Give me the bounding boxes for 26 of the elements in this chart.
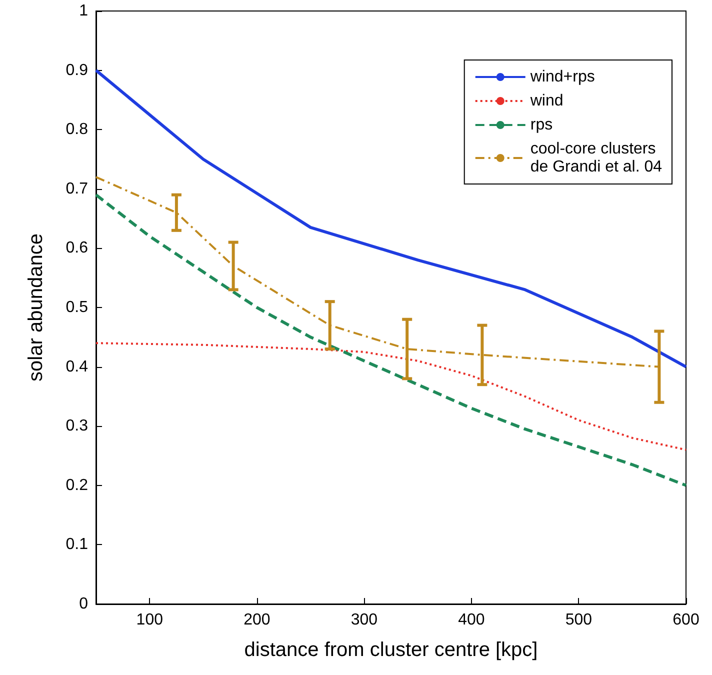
x-tick-label: 500 — [565, 612, 592, 628]
y-tick-label: 0.6 — [66, 240, 88, 257]
y-tick-label: 0.4 — [66, 358, 88, 376]
legend-label: wind+rps — [529, 68, 595, 86]
y-tick-label: 0.3 — [66, 418, 88, 435]
x-tick-label: 400 — [458, 612, 485, 628]
x-axis-title: distance from cluster centre [kpc] — [244, 639, 538, 661]
line-series — [94, 68, 688, 368]
y-tick-label: 0 — [79, 596, 88, 612]
line-series — [94, 193, 688, 487]
y-axis-title: solar abundance — [25, 234, 47, 382]
x-tick-label: 200 — [244, 612, 270, 628]
y-tick-label: 0.9 — [66, 62, 88, 79]
y-tick-label: 0.1 — [66, 536, 88, 554]
y-tick-label: 1 — [79, 2, 88, 20]
y-tick-label: 0.7 — [66, 180, 88, 198]
x-tick-label: 300 — [350, 612, 378, 628]
legend-label: cool-core clusters de Grandi et al. 04 — [530, 140, 662, 176]
line-series — [95, 342, 687, 451]
legend-label: wind — [529, 92, 564, 110]
y-tick-label: 0.2 — [66, 476, 88, 494]
x-tick-label: 600 — [672, 612, 700, 628]
y-tick-label: 0.8 — [66, 121, 88, 138]
y-tick-label: 0.5 — [66, 299, 88, 316]
legend-label: rps — [530, 116, 553, 134]
x-tick-label: 100 — [136, 612, 164, 628]
